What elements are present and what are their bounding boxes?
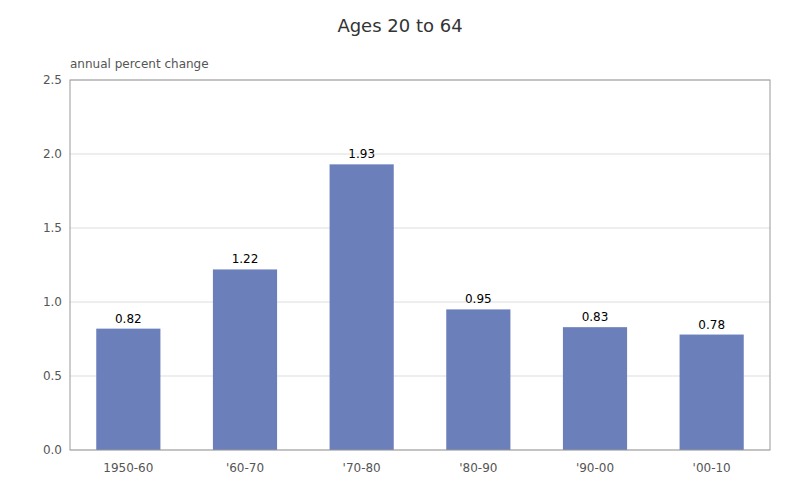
bar — [563, 327, 627, 450]
chart-container: Ages 20 to 64 annual percent change 0.0 0.5… — [0, 0, 800, 500]
data-label: 0.95 — [465, 292, 492, 306]
y-tick-label: 2.5 — [43, 73, 62, 87]
bar — [96, 329, 160, 450]
data-label: 0.83 — [582, 310, 609, 324]
y-tick-label: 2.0 — [43, 147, 62, 161]
bar — [680, 335, 744, 450]
y-axis-label: annual percent change — [70, 57, 209, 71]
x-tick-label: '70-80 — [343, 461, 381, 475]
y-ticks: 0.0 0.5 1.0 1.5 2.0 2.5 — [43, 73, 62, 457]
bars — [96, 164, 744, 450]
x-ticks: 1950-60 '60-70 '70-80 '80-90 '90-00 '00-10 — [103, 461, 730, 475]
y-tick-label: 1.0 — [43, 295, 62, 309]
data-label: 1.93 — [348, 147, 375, 161]
data-label: 1.22 — [232, 252, 259, 266]
bar — [213, 269, 277, 450]
grid-line — [70, 154, 770, 155]
data-label: 0.78 — [698, 318, 725, 332]
data-labels: 0.82 1.22 1.93 0.95 0.83 0.78 — [115, 147, 725, 331]
grid — [70, 80, 770, 450]
bar — [446, 309, 510, 450]
y-tick-label: 0.0 — [43, 443, 62, 457]
grid-line — [70, 376, 770, 377]
y-tick-label: 0.5 — [43, 369, 62, 383]
x-tick-label: '00-10 — [693, 461, 731, 475]
title: Ages 20 to 64 — [337, 15, 462, 36]
x-tick-label: '60-70 — [226, 461, 264, 475]
chart-svg: Ages 20 to 64 annual percent change 0.0 0.5… — [0, 0, 800, 500]
plot-frame — [70, 80, 770, 450]
y-tick-label: 1.5 — [43, 221, 62, 235]
grid-line — [70, 228, 770, 229]
bar — [330, 164, 394, 450]
x-tick-label: '90-00 — [576, 461, 614, 475]
data-label: 0.82 — [115, 312, 142, 326]
grid-line — [70, 302, 770, 303]
x-tick-label: '80-90 — [459, 461, 497, 475]
x-tick-label: 1950-60 — [103, 461, 153, 475]
